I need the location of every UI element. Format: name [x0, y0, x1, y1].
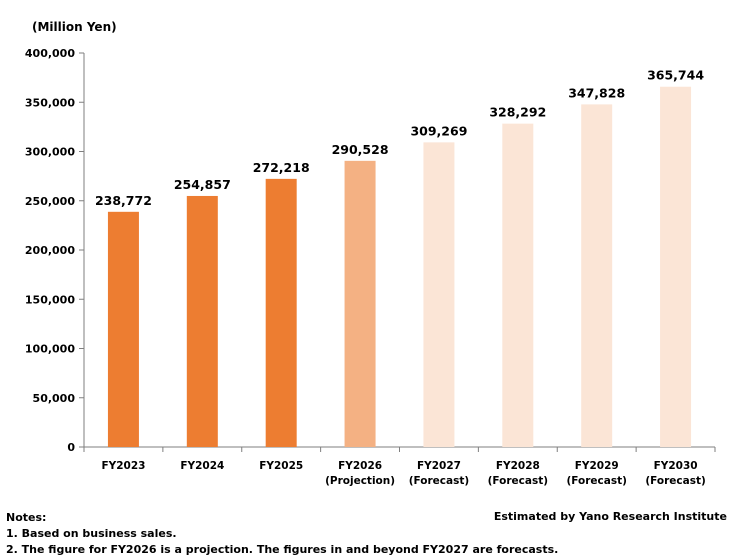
note-2: 2. The figure for FY2026 is a projection… — [6, 543, 559, 556]
x-tick-label: FY2024 — [180, 460, 224, 472]
bar-chart: 0 50,000 100,000 150,000 200,000 250,000 300,0… — [25, 47, 716, 487]
data-label: 238,772 — [95, 193, 152, 208]
y-tick-label: 50,000 — [33, 392, 76, 405]
note-1: 1. Based on business sales. — [6, 527, 177, 540]
x-tick-label: FY2029 (Forecast) — [566, 460, 626, 487]
x-tick-label-line: FY2030 — [654, 460, 698, 472]
x-tick-label: FY2025 — [259, 460, 303, 472]
x-tick-label-line: FY2029 — [575, 460, 619, 472]
x-tick-label-line: FY2023 — [101, 460, 145, 472]
bar — [265, 178, 297, 447]
data-label: 254,857 — [174, 177, 231, 192]
x-tick-label: FY2028 (Forecast) — [488, 460, 548, 487]
y-tick-label: 300,000 — [25, 146, 75, 159]
bar — [344, 160, 376, 447]
data-label: 272,218 — [253, 160, 310, 175]
y-tick-label: 400,000 — [25, 47, 75, 60]
y-tick-label: 100,000 — [25, 343, 75, 356]
bar — [423, 142, 455, 447]
x-tick-label-line: FY2028 — [496, 460, 540, 472]
y-tick-label: 350,000 — [25, 96, 75, 109]
bar — [581, 104, 613, 448]
notes-heading: Notes: — [6, 511, 47, 524]
y-axis-unit-label: (Million Yen) — [32, 20, 117, 34]
bar — [186, 195, 218, 447]
bar — [107, 211, 139, 447]
bar — [660, 86, 692, 447]
y-tick-label: 0 — [67, 441, 75, 454]
x-tick-label: FY2026 (Projection) — [325, 460, 395, 487]
x-tick-label-line: (Forecast) — [488, 475, 548, 487]
y-tick-label: 250,000 — [25, 195, 75, 208]
x-tick-label: FY2023 — [101, 460, 145, 472]
data-label: 309,269 — [410, 123, 467, 138]
x-tick-label: FY2027 (Forecast) — [409, 460, 469, 487]
data-label: 290,528 — [332, 142, 389, 157]
data-label: 328,292 — [489, 105, 546, 120]
x-tick-label-line: FY2025 — [259, 460, 303, 472]
x-tick-label-line: (Forecast) — [566, 475, 626, 487]
x-tick-label-line: FY2024 — [180, 460, 224, 472]
x-tick-label-line: (Forecast) — [409, 475, 469, 487]
notes: Notes: 1. Based on business sales. 2. Th… — [6, 510, 558, 558]
y-tick-label: 150,000 — [25, 293, 75, 306]
x-tick-label-line: FY2026 — [338, 460, 382, 472]
data-label: 347,828 — [568, 85, 625, 100]
x-tick-label-line: FY2027 — [417, 460, 461, 472]
x-tick-label-line: (Projection) — [325, 475, 395, 487]
y-tick-label: 200,000 — [25, 244, 75, 257]
bar — [502, 123, 534, 447]
data-label: 365,744 — [647, 68, 704, 83]
x-tick-label-line: (Forecast) — [645, 475, 705, 487]
x-tick-label: FY2030 (Forecast) — [645, 460, 705, 487]
source-credit: Estimated by Yano Research Institute — [493, 510, 727, 523]
